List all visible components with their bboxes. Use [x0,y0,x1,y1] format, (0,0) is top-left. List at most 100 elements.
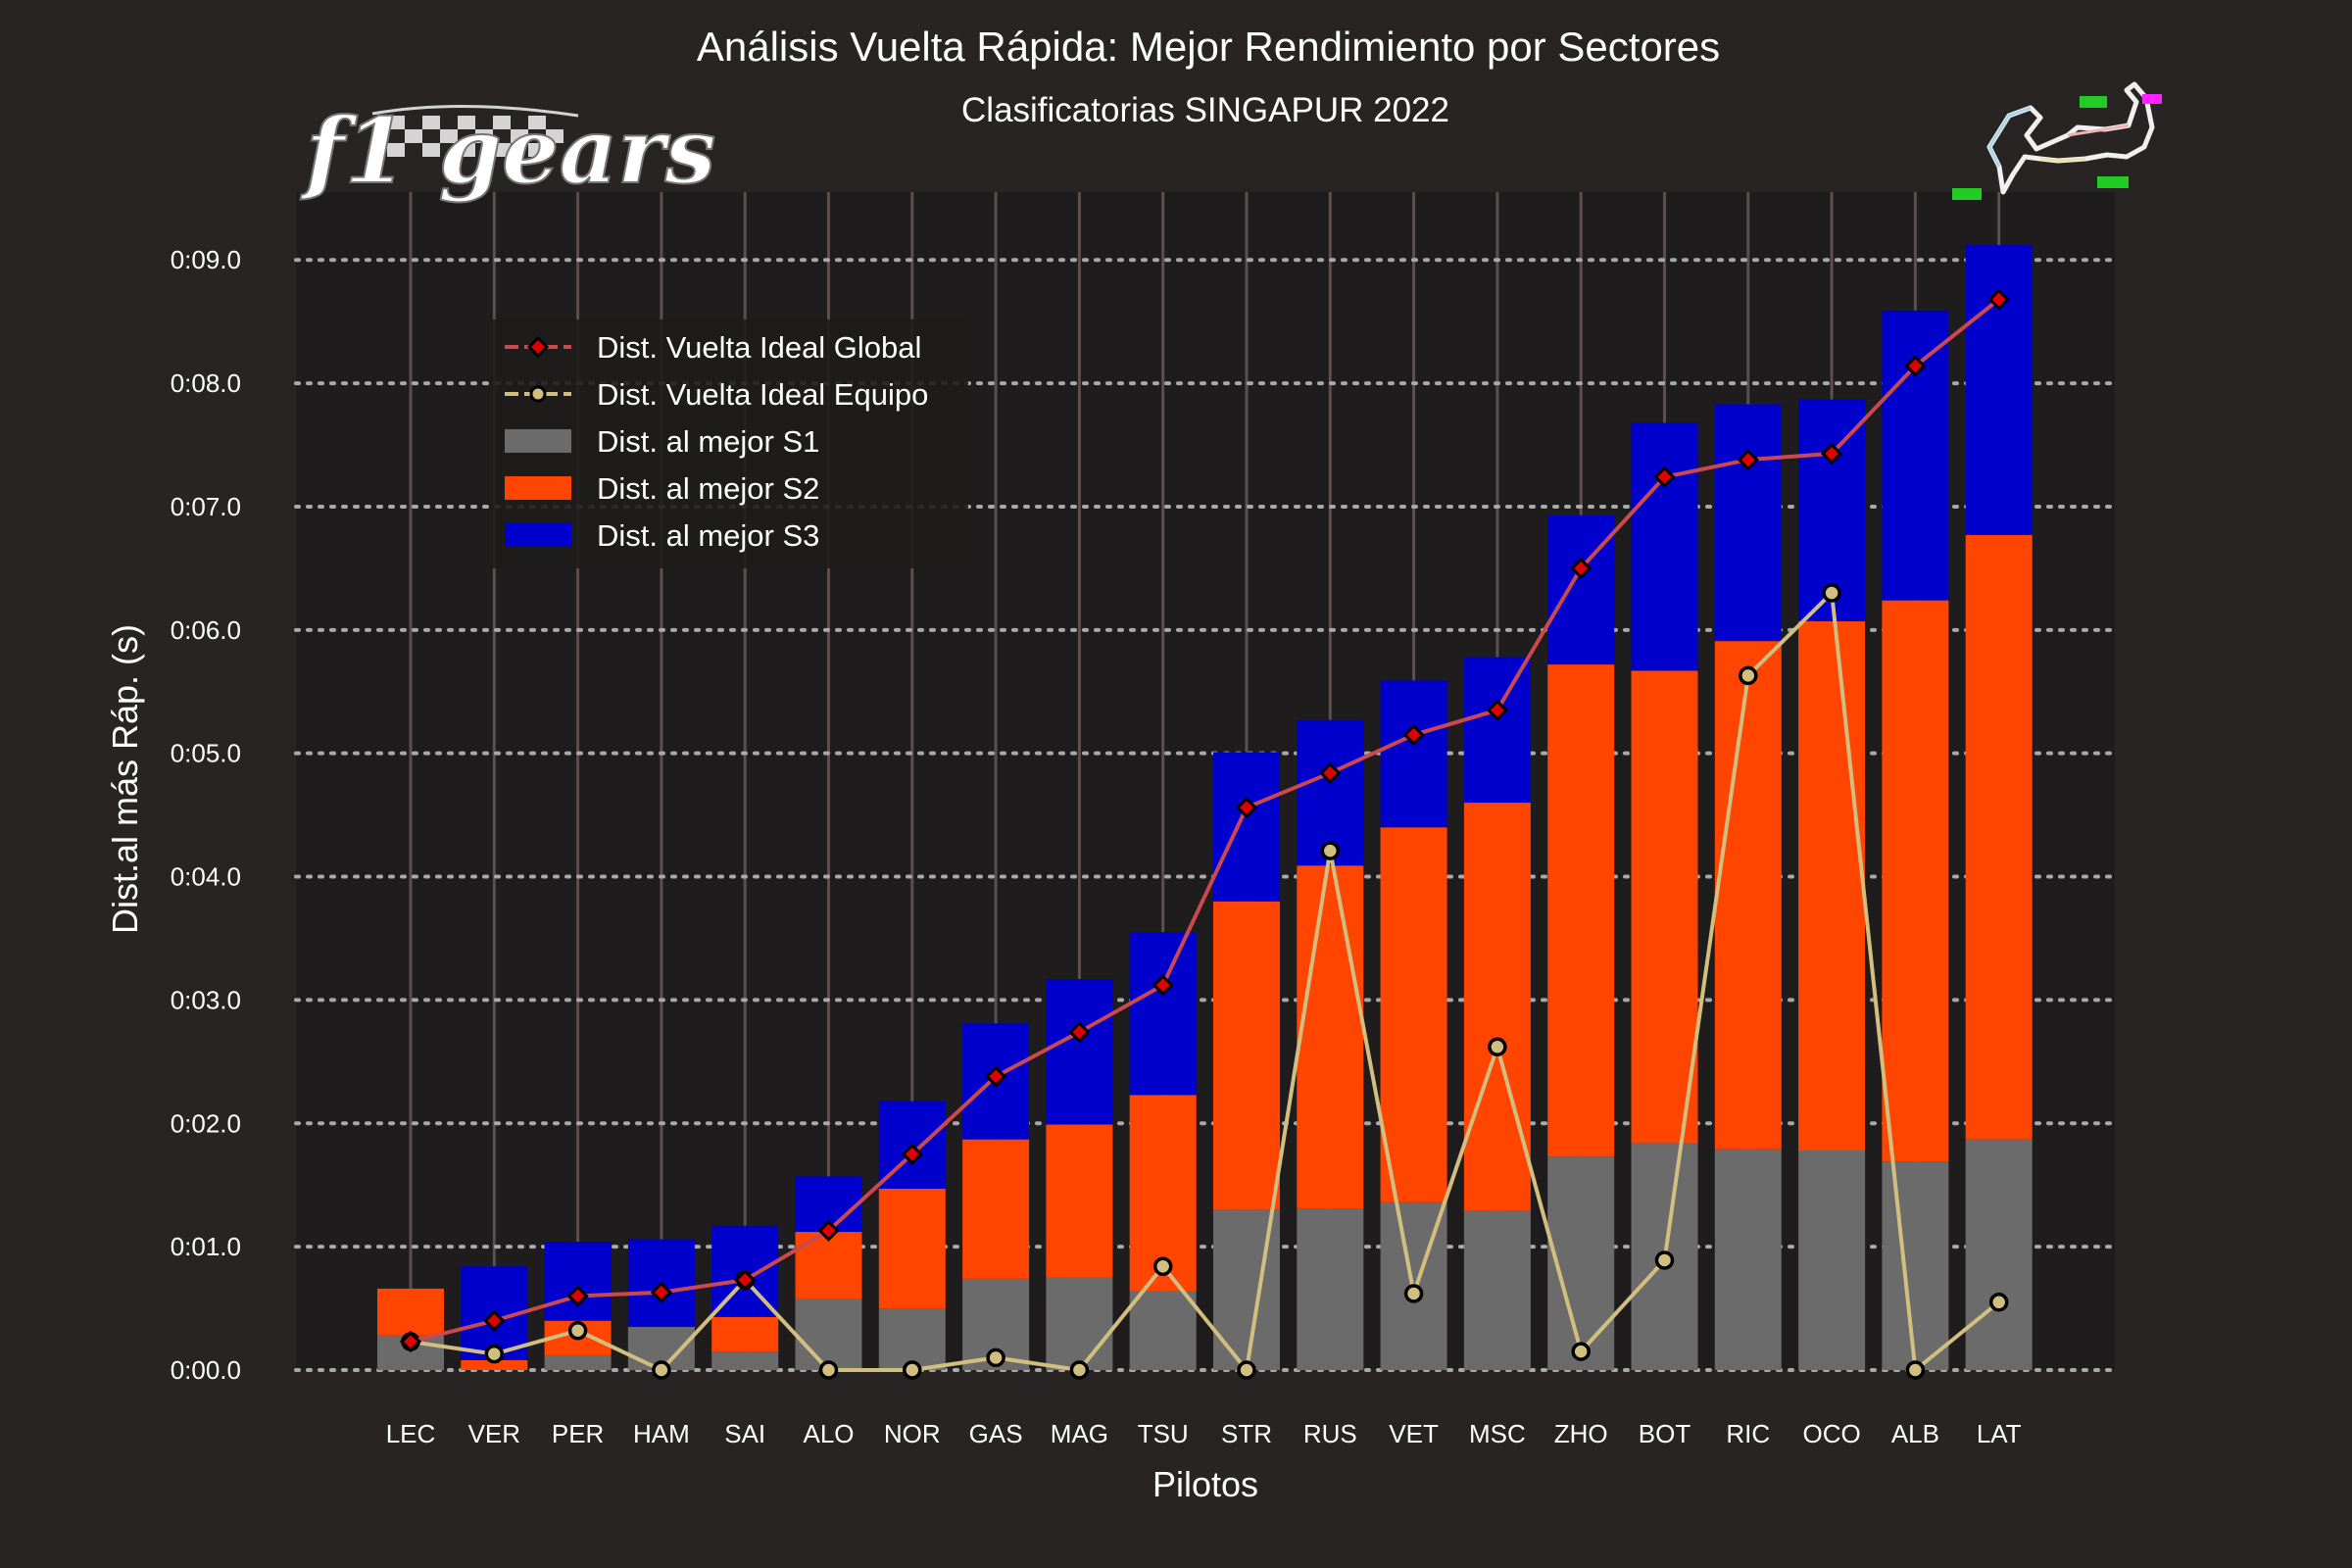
marker-ideal-team-gas [986,1348,1005,1368]
marker-ideal-team-rus [1320,841,1341,860]
bar-s2-ver [461,1359,528,1370]
bar-s2-zho [1547,664,1615,1157]
marker-ideal-global-msc [1486,699,1509,721]
bar-s1-tsu [1129,1291,1197,1370]
bar-s1-msc [1463,1210,1531,1370]
marker-ideal-global-rus [1319,761,1342,784]
x-tick-label-str: STR [1221,1419,1272,1448]
marker-ideal-global-lec [399,1330,422,1353]
bar-s1-sai [711,1351,779,1370]
legend-item-3: Dist. al mejor S1 [505,424,819,459]
bar-s2-lat [1965,534,2033,1140]
x-tick-label-vet: VET [1389,1419,1439,1448]
marker-ideal-team-per [567,1320,588,1341]
lines [399,288,2010,1380]
x-axis-label: Pilotos [1152,1464,1258,1504]
bar-s1-alo [795,1298,862,1370]
chart-subtitle: Clasificatorias SINGAPUR 2022 [961,91,1449,129]
legend-marker-diamond [526,335,550,359]
bar-s3-str [1213,752,1280,902]
marker-ideal-team-str [1237,1360,1256,1380]
bars [377,245,2033,1370]
legend-item-5: Dist. al mejor S3 [505,518,819,553]
x-tick-label-ham: HAM [633,1419,690,1448]
bar-s3-alb [1882,310,1949,601]
y-axis-ticks: 0:00.0 0:01.0 0:02.0 0:03.0 0:04.0 0:05.0 0:06… [171,245,241,1385]
bar-s1-mag [1046,1277,1113,1370]
y-axis-label: Dist.al más Ráp. (s) [105,624,145,934]
marker-ideal-team-bot [1654,1250,1675,1270]
legend-item-4: Dist. al mejor S2 [505,471,819,506]
svg-text:f1 gears: f1 gears [300,98,715,204]
bar-s2-msc [1463,803,1531,1211]
bar-s1-rus [1297,1208,1364,1370]
bar-s2-lec [377,1288,444,1336]
x-tick-label-bot: BOT [1639,1419,1691,1448]
y-tick-label: 0:07.0 [171,492,241,521]
marker-ideal-team-tsu [1152,1256,1173,1277]
legend-label: Dist. Vuelta Ideal Global [597,330,921,365]
x-tick-label-gas: GAS [969,1419,1023,1448]
marker-ideal-team-nor [903,1360,922,1380]
x-tick-label-msc: MSC [1469,1419,1526,1448]
x-tick-label-per: PER [552,1419,604,1448]
marker-ideal-team-alb [1905,1360,1926,1380]
bar-s1-nor [878,1308,946,1370]
legend: Dist. Vuelta Ideal Global Dist. Vuelta Id… [490,319,968,568]
marker-ideal-team-mag [1069,1360,1090,1380]
bar-s3-msc [1463,657,1531,804]
y-tick-label: 0:08.0 [171,368,241,398]
x-tick-label-ver: VER [468,1419,520,1448]
legend-swatch-bar [505,476,571,500]
marker-ideal-global-str [1235,796,1258,819]
bar-s3-mag [1046,979,1113,1125]
legend-label: Dist. al mejor S3 [597,518,819,553]
marker-ideal-team-ric [1739,665,1758,686]
bar-s1-oco [1798,1150,1866,1370]
marker-ideal-global-per [566,1285,589,1307]
marker-ideal-global-gas [984,1065,1007,1088]
x-tick-label-nor: NOR [884,1419,941,1448]
marker-ideal-global-vet [1402,723,1425,746]
bar-s2-oco [1798,621,1866,1151]
marker-ideal-global-sai [734,1268,757,1292]
bar-s3-per [544,1242,612,1321]
bar-s2-str [1213,901,1280,1210]
bar-s3-tsu [1129,932,1197,1096]
bar-s2-bot [1631,670,1698,1144]
y-tick-label: 0:01.0 [171,1232,241,1261]
line-ideal-team [410,591,2000,1372]
marker-ideal-team-alo [818,1360,839,1380]
legend-swatch-bar [505,429,571,453]
marker-ideal-team-vet [1403,1284,1424,1303]
legend-item-1: Dist. Vuelta Ideal Global [505,330,921,365]
legend-label: Dist. Vuelta Ideal Equipo [597,377,928,412]
bar-s2-ric [1714,641,1782,1150]
legend-label: Dist. al mejor S1 [597,424,819,459]
marker-ideal-team-zho [1571,1342,1591,1361]
chart-title: Análisis Vuelta Rápida: Mejor Rendimient… [697,24,1720,70]
bar-s2-alb [1882,600,1949,1162]
bar-s3-zho [1547,514,1615,665]
bar-s2-rus [1297,865,1364,1209]
bar-s1-lat [1965,1139,2033,1370]
marker-ideal-global-tsu [1152,974,1174,997]
marker-ideal-team-msc [1488,1037,1507,1056]
x-tick-label-rus: RUS [1303,1419,1357,1448]
f1gears-logo: f1 gears [299,97,716,205]
bar-s1-per [544,1354,612,1370]
y-tick-label: 0:00.0 [171,1355,241,1385]
marker-ideal-team-ver [484,1344,505,1364]
y-tick-label: 0:09.0 [171,245,241,274]
x-tick-label-ric: RIC [1726,1419,1770,1448]
legend-item-2: Dist. Vuelta Ideal Equipo [505,377,928,412]
marker-ideal-global-alb [1904,355,1927,377]
bar-s2-alo [795,1232,862,1298]
x-tick-label-sai: SAI [724,1419,765,1448]
bar-s2-vet [1380,827,1447,1202]
x-tick-label-lat: LAT [1977,1419,2022,1448]
marker-ideal-global-lat [1987,288,2010,311]
marker-ideal-team-ham [652,1360,671,1380]
marker-ideal-global-ric [1737,449,1759,471]
